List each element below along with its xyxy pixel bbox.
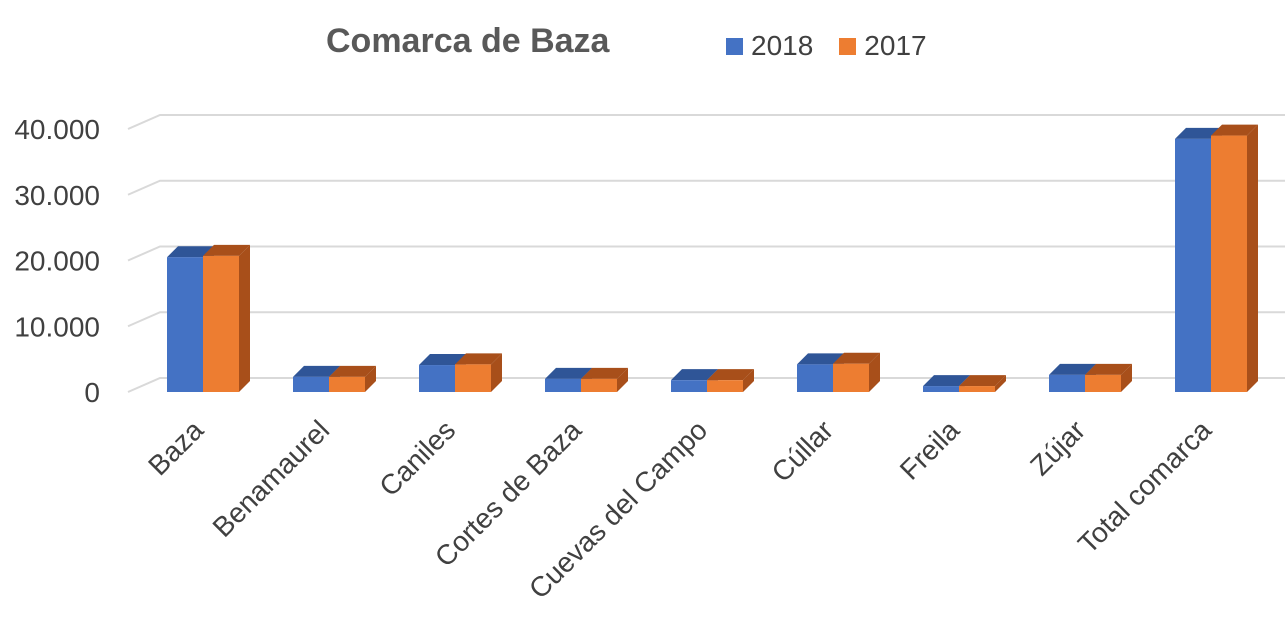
bar xyxy=(959,386,995,392)
bar xyxy=(581,378,617,392)
gridline xyxy=(127,245,1285,262)
x-tick-label: Benamaurel xyxy=(207,414,336,543)
bar-top xyxy=(167,246,214,258)
bar-top xyxy=(707,369,754,381)
bar-side xyxy=(1247,124,1258,392)
x-tick-label: Cúllar xyxy=(766,414,840,488)
legend-label-2017: 2017 xyxy=(864,30,927,61)
bar-side xyxy=(995,375,1006,392)
bar-top xyxy=(329,365,376,377)
legend-item-2018: 2018 xyxy=(726,30,813,62)
bar-top xyxy=(1211,124,1258,136)
bar xyxy=(671,380,707,392)
x-tick-label: Total comarca xyxy=(1072,414,1217,559)
bar xyxy=(797,364,833,392)
bar-top xyxy=(455,353,502,365)
bar-top xyxy=(203,244,250,256)
legend: 2018 2017 xyxy=(726,30,953,62)
x-tick-label: Caniles xyxy=(373,414,461,502)
bar-top xyxy=(923,375,970,387)
bar xyxy=(545,378,581,392)
chart-title: Comarca de Baza xyxy=(326,22,610,60)
bar-top xyxy=(1085,363,1132,375)
bar-top xyxy=(1175,127,1222,139)
bar-side xyxy=(743,369,754,392)
gridline xyxy=(127,377,1285,393)
y-tick-label: 0 xyxy=(84,377,100,408)
bar-side xyxy=(1121,363,1132,392)
bar-side xyxy=(869,352,880,392)
x-tick-label: Freila xyxy=(894,414,966,486)
bar xyxy=(293,376,329,392)
bar-top xyxy=(419,354,466,366)
bar xyxy=(419,365,455,392)
x-tick-label: Baza xyxy=(142,414,209,481)
bar-side xyxy=(239,244,250,392)
gridline xyxy=(127,179,1285,196)
legend-swatch-2018 xyxy=(726,37,743,55)
bar xyxy=(1175,138,1211,392)
bar xyxy=(455,364,491,392)
y-tick-label: 10.000 xyxy=(14,311,100,342)
bar xyxy=(1211,135,1247,392)
bar-top xyxy=(293,365,340,377)
bar-side xyxy=(491,353,502,392)
bar-top xyxy=(833,352,880,364)
legend-item-2017: 2017 xyxy=(839,30,927,62)
x-tick-label: Zújar xyxy=(1024,414,1091,481)
bar xyxy=(1085,374,1121,392)
bar-top xyxy=(959,375,1006,387)
gridline xyxy=(127,114,1285,130)
bar xyxy=(203,255,239,392)
y-tick-label: 40.000 xyxy=(14,114,100,145)
bar xyxy=(923,386,959,392)
bar-top xyxy=(581,367,628,379)
bar xyxy=(707,380,743,392)
y-tick-label: 30.000 xyxy=(14,180,100,211)
bar-side xyxy=(365,365,376,392)
bar-top xyxy=(545,367,592,379)
legend-swatch-2017 xyxy=(839,37,857,55)
gridline xyxy=(127,311,1285,328)
bar-top xyxy=(671,369,718,381)
bar xyxy=(1049,374,1085,392)
bar xyxy=(167,257,203,392)
bar xyxy=(329,376,365,392)
legend-label-2018: 2018 xyxy=(751,30,814,61)
bar-top xyxy=(1049,363,1096,375)
y-tick-label: 20.000 xyxy=(14,246,100,277)
bar xyxy=(833,363,869,392)
bar-top xyxy=(797,353,844,365)
bar-side xyxy=(617,367,628,392)
